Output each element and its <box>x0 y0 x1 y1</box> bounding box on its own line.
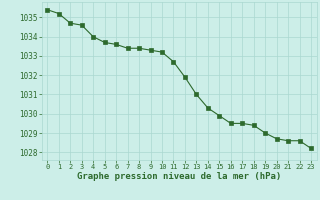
X-axis label: Graphe pression niveau de la mer (hPa): Graphe pression niveau de la mer (hPa) <box>77 172 281 181</box>
